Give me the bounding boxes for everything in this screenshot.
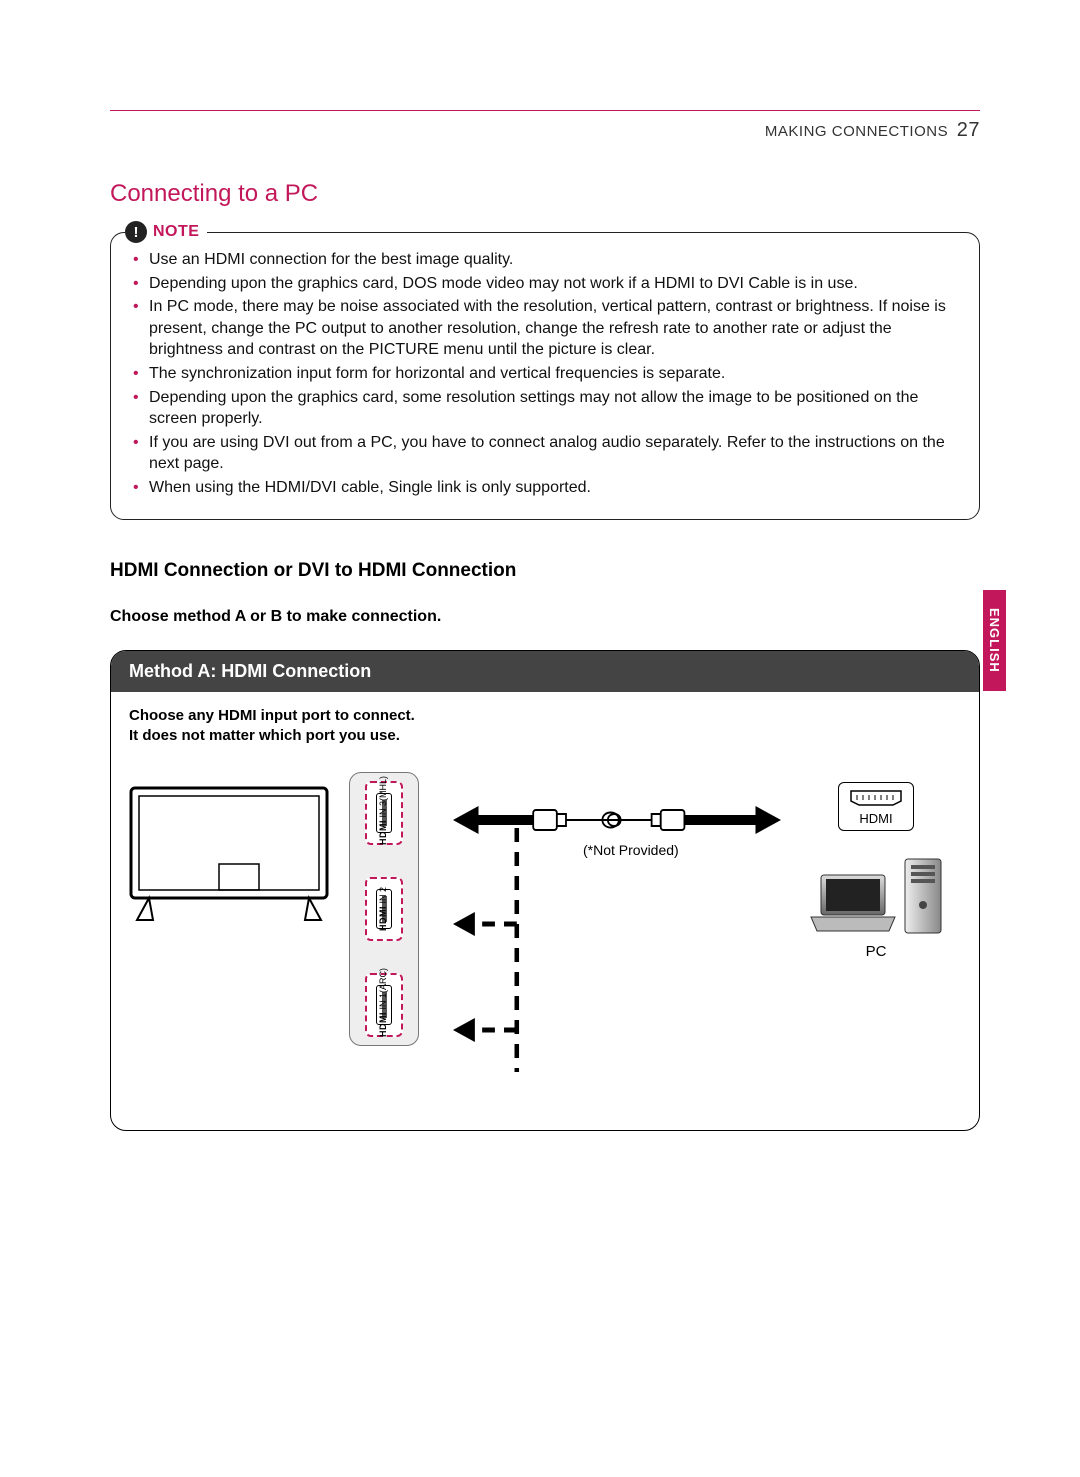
page-header: MAKING CONNECTIONS 27 [110, 119, 980, 142]
page-number: 27 [957, 119, 980, 141]
language-tab: ENGLISH [983, 590, 1006, 691]
desktop-tower-icon [903, 857, 943, 935]
note-item: In PC mode, there may be noise associate… [133, 296, 961, 361]
pc-port-label: HDMI [859, 811, 892, 826]
section-title: Connecting to a PC [110, 180, 980, 208]
note-item: Depending upon the graphics card, DOS mo… [133, 273, 961, 295]
method-a-box: Method A: HDMI Connection Choose any HDM… [110, 650, 980, 1132]
method-a-note: Choose any HDMI input port to connect. I… [129, 706, 961, 747]
connection-diagram: HDMI IN 3(MHL) HDMI IN 2 HDMI IN 1(ARC) [129, 772, 961, 1112]
cable-area: (*Not Provided) [453, 772, 781, 1112]
note-label-wrap: ! NOTE [125, 221, 207, 243]
laptop-icon [809, 873, 897, 935]
pc-side: HDMI [791, 772, 961, 960]
tv-svg [129, 786, 329, 926]
pc-label: PC [866, 943, 887, 960]
note-item: Depending upon the graphics card, some r… [133, 387, 961, 430]
hdmi-port-1: HDMI IN 1(ARC) [365, 973, 403, 1037]
choose-line: Choose method A or B to make connection. [110, 608, 980, 626]
pc-icons [809, 857, 943, 935]
header-section: MAKING CONNECTIONS [765, 123, 948, 140]
note-item: The synchronization input form for horiz… [133, 363, 961, 385]
method-note-line2: It does not matter which port you use. [129, 726, 961, 746]
method-a-title: Method A: HDMI Connection [111, 651, 979, 692]
not-provided-label: (*Not Provided) [583, 842, 679, 858]
method-note-line1: Choose any HDMI input port to connect. [129, 706, 961, 726]
port-label-1: HDMI IN 1(ARC) [378, 973, 388, 1037]
cable-arrows-svg [453, 772, 781, 1112]
note-item: If you are using DVI out from a PC, you … [133, 432, 961, 475]
header-rule [110, 110, 980, 111]
hdmi-port-3: HDMI IN 3(MHL) [365, 781, 403, 845]
pc-hdmi-port: HDMI [838, 782, 914, 831]
port-label-2: HDMI IN 2 [378, 877, 388, 941]
note-box: ! NOTE Use an HDMI connection for the be… [110, 232, 980, 520]
note-list: Use an HDMI connection for the best imag… [129, 249, 961, 499]
sub-heading: HDMI Connection or DVI to HDMI Connectio… [110, 560, 980, 582]
method-a-body: Choose any HDMI input port to connect. I… [111, 692, 979, 1131]
note-label: NOTE [153, 223, 199, 241]
info-icon: ! [125, 221, 147, 243]
tv-icon [129, 772, 339, 926]
note-item: Use an HDMI connection for the best imag… [133, 249, 961, 271]
port-label-3: HDMI IN 3(MHL) [378, 781, 388, 845]
hdmi-ports-panel: HDMI IN 3(MHL) HDMI IN 2 HDMI IN 1(ARC) [349, 772, 419, 1046]
note-item: When using the HDMI/DVI cable, Single li… [133, 477, 961, 499]
hdmi-connector-icon [849, 789, 903, 807]
hdmi-port-2: HDMI IN 2 [365, 877, 403, 941]
